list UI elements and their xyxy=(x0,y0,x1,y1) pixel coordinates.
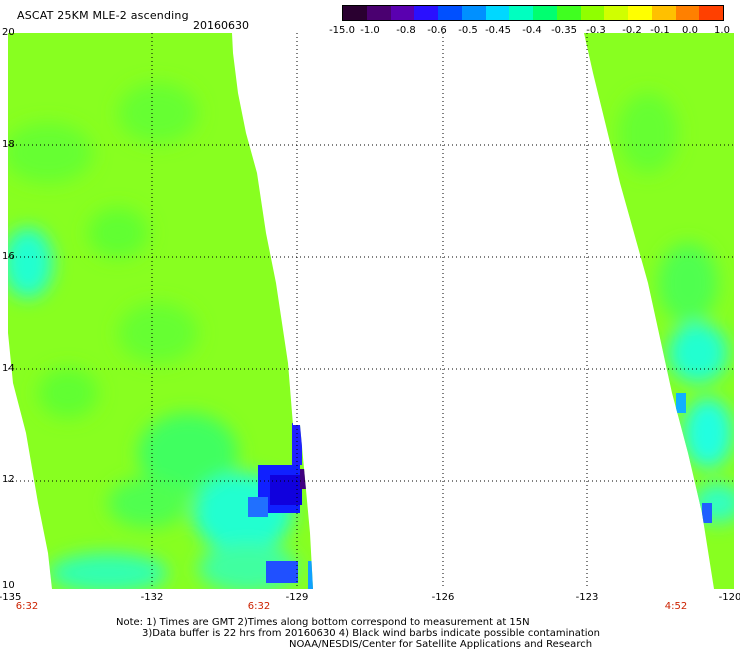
colorbar-segment xyxy=(675,6,700,20)
lon-label-126: -126 xyxy=(431,592,455,603)
colorbar-label: -0.1 xyxy=(650,25,670,36)
time-label-left: 6:32 xyxy=(15,601,39,612)
colorbar-segment xyxy=(604,6,628,20)
colorbar-segment xyxy=(628,6,652,20)
time-label-right: 4:52 xyxy=(664,601,688,612)
map-title: ASCAT 25KM MLE-2 ascending xyxy=(17,9,189,22)
colorbar xyxy=(342,5,724,21)
colorbar-segment xyxy=(651,6,676,20)
map-date: 20160630 xyxy=(193,19,249,32)
colorbar-segment xyxy=(485,6,510,20)
note-line-2: 3)Data buffer is 22 hrs from 20160630 4)… xyxy=(142,628,600,639)
colorbar-label: 0.0 xyxy=(682,25,698,36)
lat-label-16: 16 xyxy=(2,251,15,262)
colorbar-label: -1.0 xyxy=(360,25,380,36)
colorbar-segment xyxy=(343,6,367,20)
colorbar-segment xyxy=(509,6,533,20)
colorbar-label: -15.0 xyxy=(329,25,355,36)
note-line-1: Note: 1) Times are GMT 2)Times along bot… xyxy=(116,617,530,628)
lon-label-135: -135 xyxy=(0,592,22,603)
colorbar-label: -0.45 xyxy=(485,25,511,36)
colorbar-segment xyxy=(580,6,605,20)
lon-label-129: -129 xyxy=(285,592,309,603)
colorbar-label: 1.0 xyxy=(714,25,730,36)
time-label-mid: 6:32 xyxy=(247,601,271,612)
lat-label-20: 20 xyxy=(2,27,15,38)
colorbar-label: -0.6 xyxy=(427,25,447,36)
note-line-3: NOAA/NESDIS/Center for Satellite Applica… xyxy=(289,639,593,650)
colorbar-labels: -15.0 -1.0 -0.8 -0.6 -0.5 -0.45 -0.4 -0.35 -0.3 -… xyxy=(329,25,740,39)
colorbar-segment xyxy=(699,6,723,20)
colorbar-segment xyxy=(556,6,581,20)
lon-label-120: -120 xyxy=(718,592,740,603)
lat-lon-grid xyxy=(8,33,734,589)
swath-right xyxy=(584,33,734,589)
lat-label-10: 10 xyxy=(2,580,15,591)
colorbar-segment xyxy=(366,6,391,20)
colorbar-segment xyxy=(461,6,486,20)
colorbar-segment xyxy=(414,6,438,20)
lon-label-123: -123 xyxy=(575,592,599,603)
colorbar-segment xyxy=(390,6,415,20)
wind-map xyxy=(8,33,734,589)
colorbar-label: -0.4 xyxy=(522,25,542,36)
colorbar-label: -0.8 xyxy=(396,25,416,36)
colorbar-label: -0.35 xyxy=(551,25,577,36)
lon-label-132: -132 xyxy=(140,592,164,603)
lat-label-12: 12 xyxy=(2,474,15,485)
colorbar-label: -0.5 xyxy=(458,25,478,36)
colorbar-segment xyxy=(438,6,462,20)
lat-label-18: 18 xyxy=(2,139,15,150)
swath-left xyxy=(8,33,313,589)
colorbar-segment xyxy=(533,6,557,20)
colorbar-label: -0.3 xyxy=(586,25,606,36)
lat-label-14: 14 xyxy=(2,363,15,374)
colorbar-label: -0.2 xyxy=(622,25,642,36)
